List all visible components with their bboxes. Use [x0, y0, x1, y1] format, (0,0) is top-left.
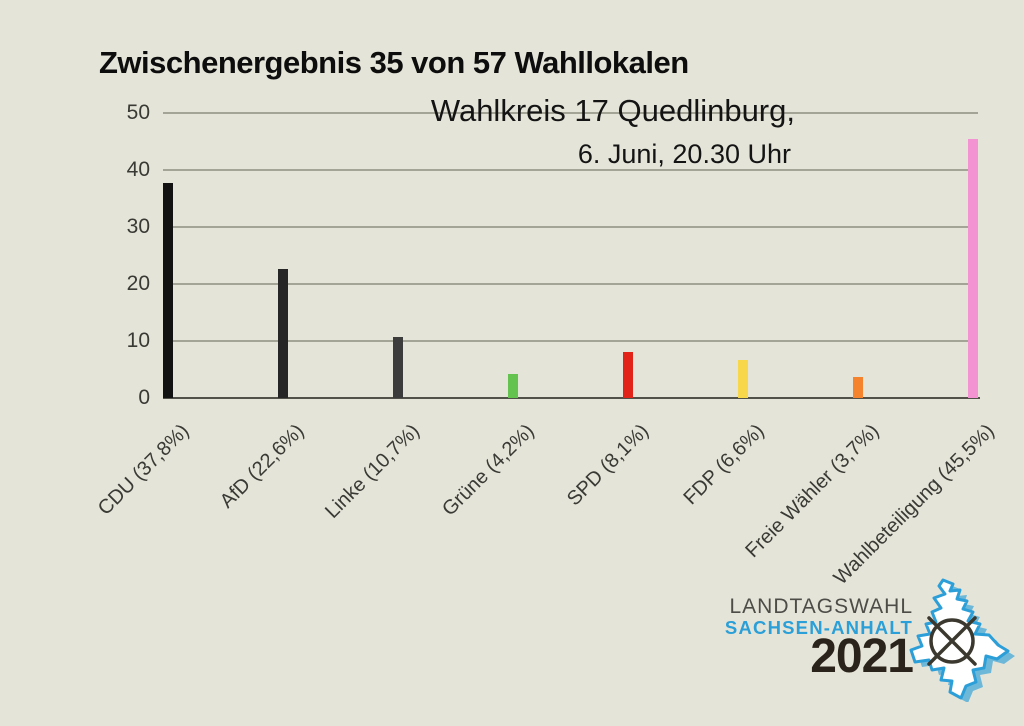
logo-line-landtagswahl: LANDTAGSWAHL [729, 595, 913, 618]
bar [738, 360, 748, 398]
bar [623, 351, 633, 398]
logo-line-sachsen-anhalt: SACHSEN-ANHALT [724, 617, 913, 638]
gridline [163, 226, 978, 228]
gridline [163, 169, 978, 171]
x-axis-label: Grüne (4,2%) [438, 420, 539, 521]
logo-year: 2021 [810, 630, 914, 683]
chart-subtitle-datetime: 6. Juni, 20.30 Uhr [577, 139, 791, 169]
x-axis-line [163, 397, 980, 399]
y-axis-tick-label: 0 [138, 386, 150, 409]
bar [278, 269, 288, 398]
y-axis-tick-label: 50 [126, 101, 150, 124]
bar [968, 138, 978, 398]
x-axis-label: FDP (6,6%) [679, 420, 769, 510]
chart-subtitle: Wahlkreis 17 Quedlinburg, [430, 93, 795, 128]
x-axis-label: AfD (22,6%) [215, 420, 309, 513]
map-outline [909, 578, 1010, 700]
x-axis-label: Linke (10,7%) [320, 420, 424, 523]
ballot-cross-icon [927, 616, 977, 666]
x-axis-label: SPD (8,1%) [563, 420, 654, 511]
gridline [163, 112, 978, 114]
bar [853, 376, 863, 398]
bar [393, 337, 403, 398]
x-axis-label: CDU (37,8%) [93, 420, 194, 520]
sachsen-anhalt-map [909, 578, 1015, 702]
bar [508, 374, 518, 398]
chart-title: Zwischenergebnis 35 von 57 Wahllokalen [99, 45, 689, 80]
gridline [163, 283, 978, 285]
y-axis-tick-label: 40 [126, 158, 150, 181]
gridline [163, 340, 978, 342]
y-axis-tick-label: 30 [126, 215, 150, 238]
bar [163, 182, 173, 398]
y-axis-tick-label: 20 [126, 272, 150, 295]
y-axis-tick-label: 10 [126, 329, 150, 352]
